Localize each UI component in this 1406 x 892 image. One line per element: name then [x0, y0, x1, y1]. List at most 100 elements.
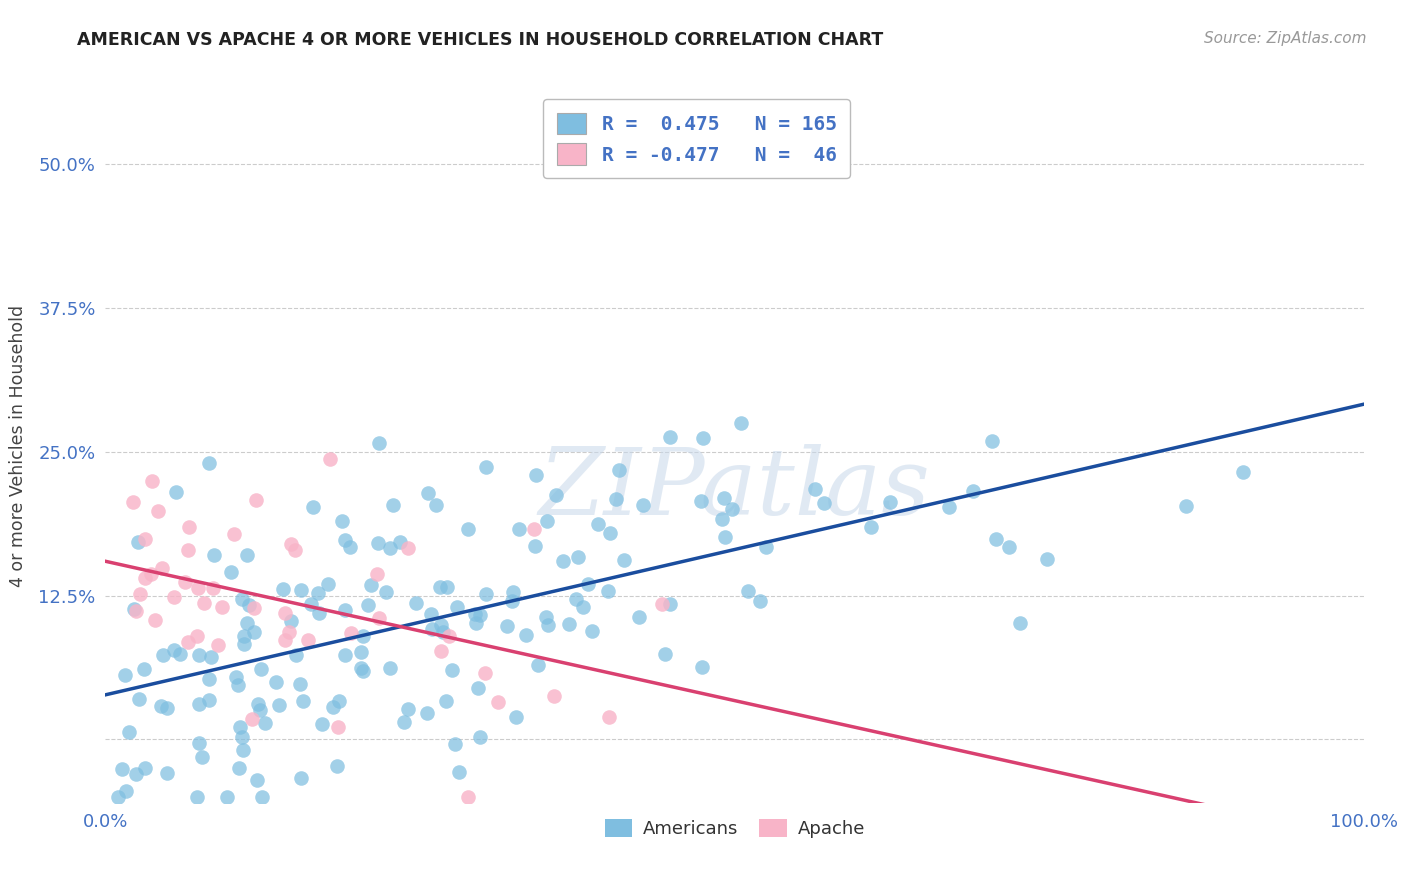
Apache	[543, 689, 565, 703]
Americans	[557, 616, 579, 631]
Americans	[221, 565, 243, 579]
Americans	[118, 724, 141, 739]
Apache	[146, 504, 169, 518]
Apache	[179, 520, 201, 534]
Americans	[524, 467, 547, 482]
Americans	[860, 520, 883, 534]
Apache	[134, 571, 156, 585]
Apache	[278, 625, 301, 640]
Americans	[1232, 466, 1254, 480]
Americans	[567, 550, 589, 565]
Americans	[229, 721, 252, 735]
Americans	[352, 629, 374, 643]
Americans	[382, 498, 405, 512]
Apache	[319, 452, 342, 467]
Americans	[879, 495, 901, 509]
Apache	[297, 632, 319, 647]
Apache	[523, 522, 546, 536]
Apache	[326, 720, 349, 734]
Americans	[551, 554, 574, 568]
Americans	[350, 661, 373, 675]
Apache	[245, 492, 267, 507]
Americans	[198, 456, 221, 470]
Apache	[240, 712, 263, 726]
Americans	[436, 580, 458, 594]
Apache	[284, 543, 307, 558]
Americans	[236, 616, 259, 631]
Americans	[464, 615, 486, 630]
Americans	[316, 576, 339, 591]
Americans	[271, 582, 294, 596]
Americans	[134, 761, 156, 775]
Americans	[405, 596, 427, 610]
Apache	[129, 587, 152, 601]
Americans	[188, 697, 211, 711]
Apache	[174, 575, 197, 590]
Apache	[274, 632, 297, 647]
Apache	[396, 541, 419, 555]
Apache	[176, 542, 198, 557]
Apache	[150, 561, 173, 575]
Americans	[654, 647, 676, 661]
Americans	[596, 584, 619, 599]
Americans	[307, 586, 329, 600]
Americans	[470, 730, 492, 744]
Americans	[254, 716, 277, 731]
Americans	[581, 624, 603, 639]
Americans	[202, 548, 225, 562]
Apache	[222, 526, 245, 541]
Americans	[325, 758, 347, 772]
Americans	[322, 699, 344, 714]
Americans	[470, 608, 492, 623]
Americans	[938, 500, 960, 515]
Americans	[526, 658, 548, 673]
Americans	[389, 535, 412, 549]
Americans	[360, 578, 382, 592]
Apache	[211, 600, 233, 615]
Americans	[633, 498, 655, 512]
Americans	[149, 698, 172, 713]
Americans	[243, 624, 266, 639]
Americans	[350, 645, 373, 659]
Americans	[813, 495, 835, 509]
Americans	[984, 532, 1007, 546]
Americans	[628, 609, 651, 624]
Americans	[599, 526, 621, 541]
Apache	[437, 629, 460, 643]
Apache	[193, 596, 215, 610]
Apache	[598, 709, 620, 723]
Americans	[447, 765, 470, 780]
Americans	[396, 702, 419, 716]
Americans	[1175, 499, 1198, 513]
Americans	[443, 737, 465, 751]
Americans	[330, 514, 353, 528]
Americans	[156, 766, 179, 780]
Americans	[420, 607, 443, 622]
Americans	[737, 584, 759, 599]
Americans	[392, 715, 415, 730]
Americans	[572, 599, 595, 614]
Americans	[613, 553, 636, 567]
Americans	[544, 488, 567, 502]
Americans	[710, 512, 733, 526]
Americans	[457, 523, 479, 537]
Americans	[187, 648, 209, 662]
Americans	[714, 530, 737, 544]
Americans	[232, 637, 254, 651]
Americans	[692, 432, 714, 446]
Americans	[186, 790, 208, 805]
Americans	[534, 610, 557, 624]
Apache	[474, 665, 496, 680]
Americans	[114, 668, 136, 682]
Americans	[524, 539, 547, 553]
Americans	[565, 591, 588, 606]
Americans	[607, 463, 630, 477]
Americans	[169, 647, 191, 661]
Americans	[536, 514, 558, 528]
Americans	[432, 624, 454, 639]
Americans	[291, 694, 314, 708]
Americans	[127, 535, 149, 549]
Americans	[308, 606, 330, 620]
Americans	[997, 540, 1019, 554]
Apache	[141, 474, 163, 488]
